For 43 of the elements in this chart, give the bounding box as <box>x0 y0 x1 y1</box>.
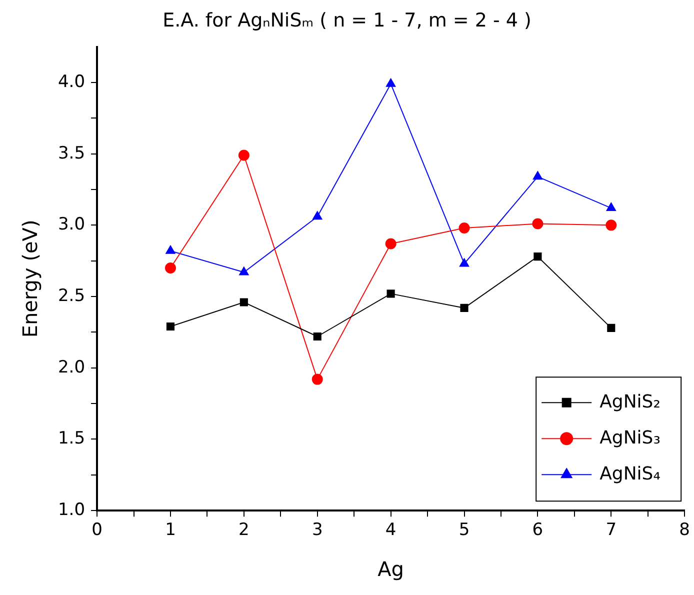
point <box>607 324 616 332</box>
x-tick-label: 3 <box>312 520 323 540</box>
y-tick-label: 1.0 <box>58 500 86 520</box>
point <box>238 150 250 161</box>
legend-label: AgNiS₃ <box>600 427 660 448</box>
point <box>534 252 542 261</box>
point <box>312 374 323 385</box>
x-tick-label: 0 <box>92 520 102 540</box>
x-tick-label: 7 <box>606 520 617 540</box>
x-tick-label: 4 <box>385 520 396 540</box>
point <box>313 332 322 341</box>
point <box>386 290 395 298</box>
point <box>239 266 249 276</box>
point <box>164 262 176 274</box>
y-tick-label: 3.0 <box>58 214 86 235</box>
point <box>386 78 396 87</box>
point <box>606 202 616 212</box>
point <box>312 211 322 220</box>
y-tick-label: 2.5 <box>58 286 86 306</box>
x-tick-label: 2 <box>238 520 250 540</box>
point <box>532 171 543 180</box>
point <box>385 238 396 250</box>
x-tick-label: 5 <box>458 520 470 540</box>
x-tick-label: 1 <box>165 520 176 540</box>
y-tick-label: 2.0 <box>58 357 86 378</box>
point <box>458 222 470 234</box>
y-axis-title: Energy (eV) <box>18 220 42 338</box>
x-axis-title: Ag <box>378 557 404 582</box>
point <box>606 220 617 231</box>
point <box>166 245 176 254</box>
y-tick-label: 4.0 <box>58 72 86 92</box>
x-tick-label: 8 <box>679 520 690 540</box>
legend-label: AgNiS₄ <box>600 463 660 484</box>
point <box>459 258 470 267</box>
chart-title: E.A. for AgₙNiSₘ ( n = 1 - 7, m = 2 - 4 ) <box>162 9 532 32</box>
point <box>532 218 544 230</box>
point <box>240 298 248 306</box>
x-tick-label: 6 <box>532 520 544 540</box>
legend-label: AgNiS₂ <box>600 391 660 412</box>
point <box>166 322 175 331</box>
y-tick-label: 1.5 <box>58 428 86 449</box>
point <box>460 304 468 312</box>
y-tick-label: 3.5 <box>58 143 86 164</box>
